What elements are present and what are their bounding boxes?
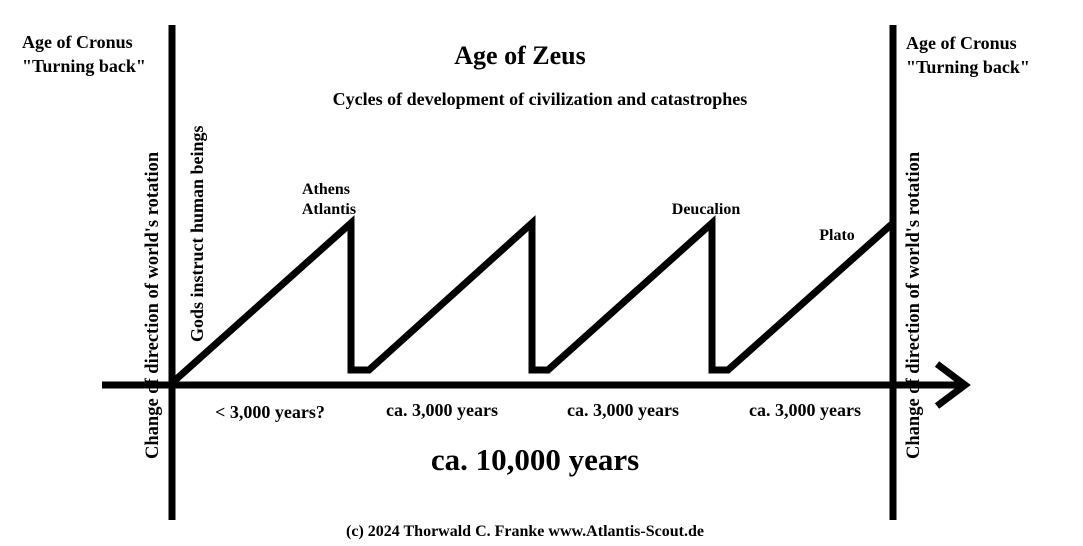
left-age-line2: "Turning back" [22,56,146,76]
peak-label-atlantis: Atlantis [302,201,356,218]
right-age-line1: Age of Cronus [906,33,1017,53]
peak-label-athens: Athens [302,181,350,198]
peak-label-deucalion: Deucalion [672,201,741,218]
civilization-cycles-line [169,215,896,386]
gods-instruct-label: Gods instruct human beings [187,125,207,342]
right-age-line2: "Turning back" [906,57,1030,77]
left-rotation-change-label: Change of direction of world's rotation [143,151,163,459]
copyright-notice: (c) 2024 Thorwald C. Franke www.Atlantis… [346,523,704,540]
period-label-4: ca. 3,000 years [749,400,861,420]
page-title: Age of Zeus [454,41,585,70]
period-label-3: ca. 3,000 years [567,400,679,420]
period-label-2: ca. 3,000 years [386,400,498,420]
total-duration-label: ca. 10,000 years [431,442,639,477]
axis-arrowhead [934,361,971,409]
period-label-1: < 3,000 years? [215,402,325,422]
subtitle: Cycles of development of civilization an… [333,89,748,109]
peak-label-plato: Plato [819,227,855,244]
left-age-line1: Age of Cronus [22,32,133,52]
right-rotation-change-label: Change of direction of world's rotation [904,151,924,459]
